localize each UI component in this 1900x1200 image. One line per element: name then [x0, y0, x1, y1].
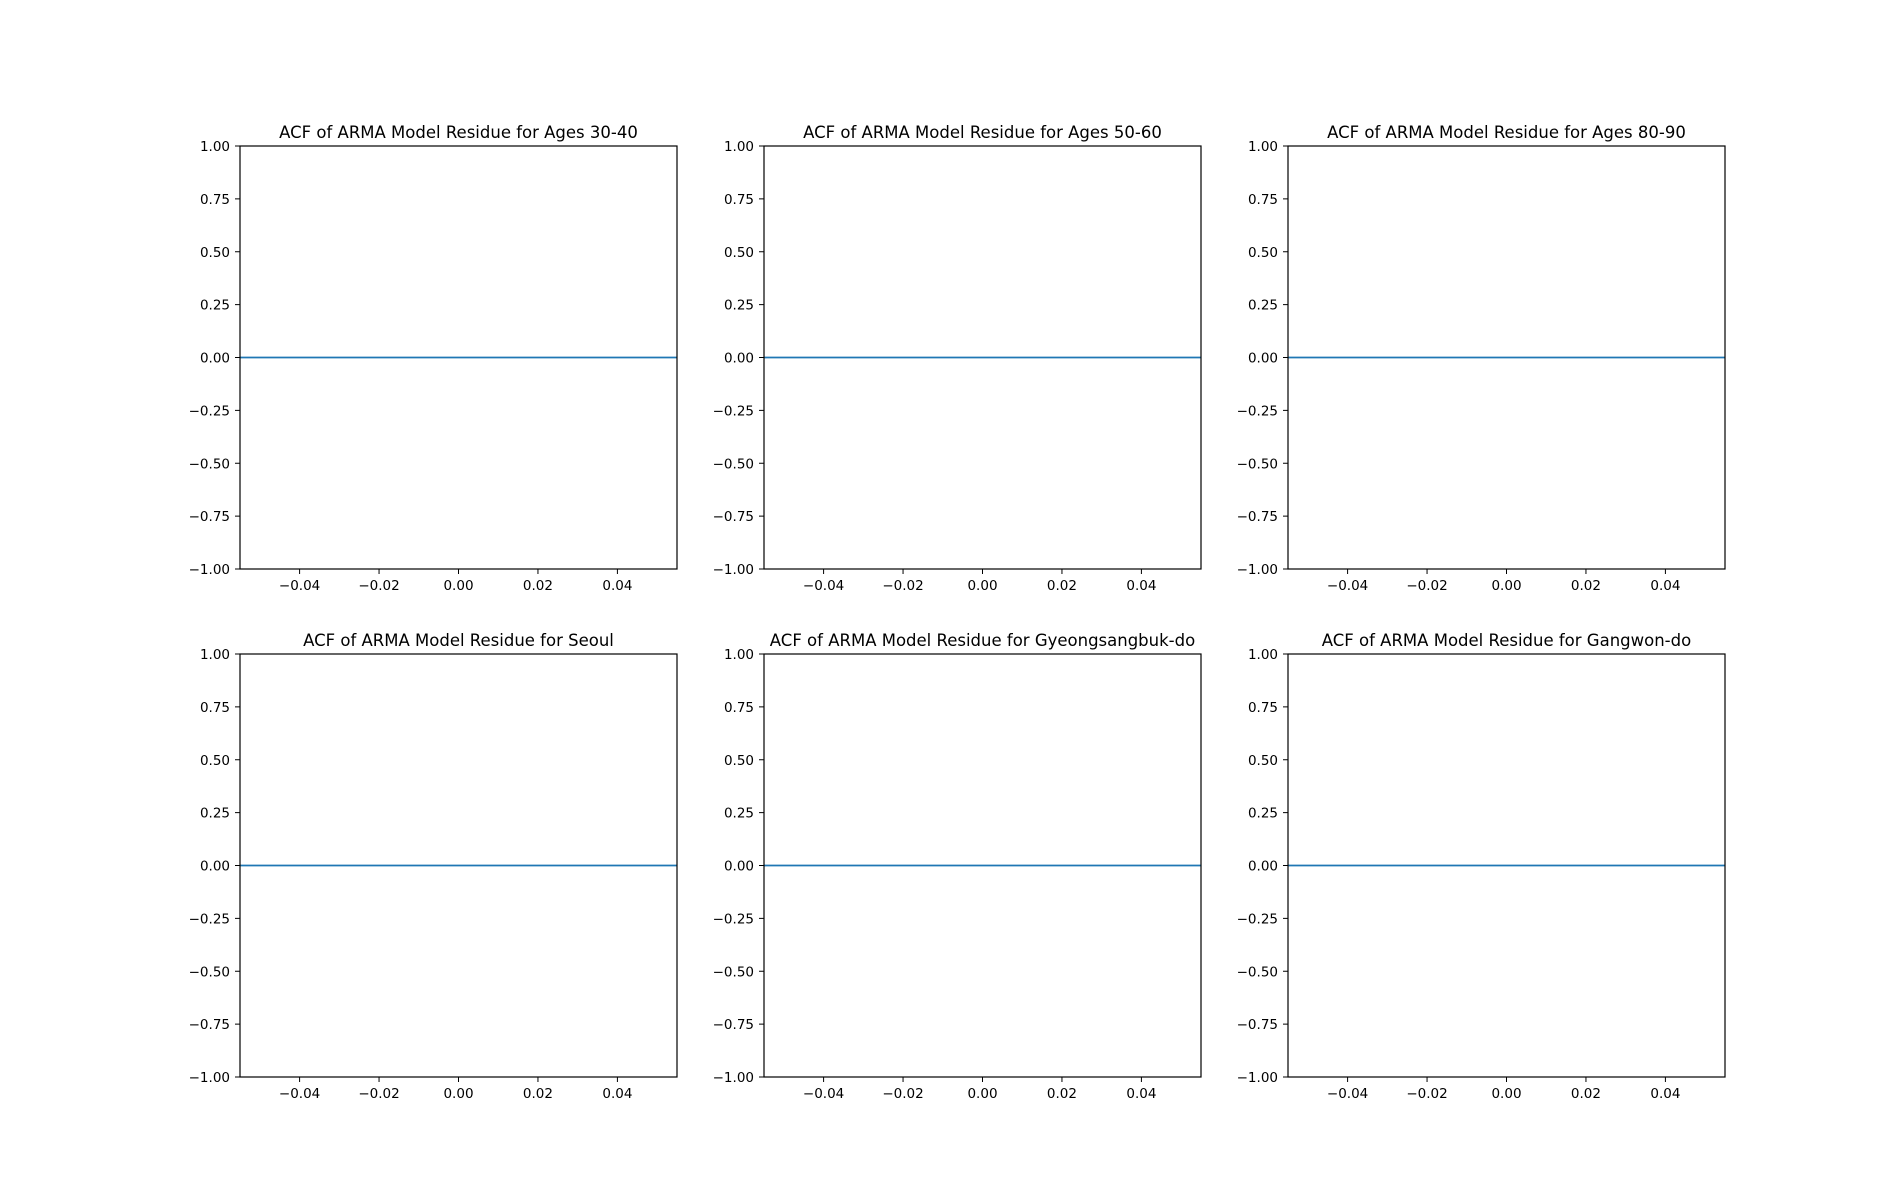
- subplot-title: ACF of ARMA Model Residue for Ages 50-60: [803, 123, 1162, 142]
- x-tick-label: −0.04: [803, 578, 844, 594]
- y-tick-label: 0.50: [724, 245, 754, 261]
- x-tick-label: −0.04: [1327, 578, 1368, 594]
- x-tick-label: 0.02: [523, 1086, 553, 1102]
- y-tick-label: 0.25: [1248, 298, 1278, 314]
- subplot-title: ACF of ARMA Model Residue for Ages 30-40: [279, 123, 638, 142]
- y-tick-label: −1.00: [189, 1070, 230, 1086]
- x-tick-label: 0.04: [1650, 578, 1680, 594]
- y-tick-label: −1.00: [1237, 1070, 1278, 1086]
- y-tick-label: 0.00: [1248, 859, 1278, 875]
- y-tick-label: 0.50: [200, 753, 230, 769]
- y-tick-label: 0.25: [1248, 806, 1278, 822]
- y-tick-label: 1.00: [200, 139, 230, 155]
- x-tick-label: −0.02: [882, 578, 923, 594]
- x-tick-label: −0.02: [1406, 578, 1447, 594]
- y-tick-label: 0.00: [200, 351, 230, 367]
- y-tick-label: 0.25: [200, 806, 230, 822]
- y-tick-label: −0.25: [1237, 911, 1278, 927]
- y-tick-label: 0.25: [724, 298, 754, 314]
- y-tick-label: 0.00: [200, 859, 230, 875]
- y-tick-label: 1.00: [724, 647, 754, 663]
- y-tick-label: −0.50: [713, 964, 754, 980]
- y-tick-label: 0.75: [200, 192, 230, 208]
- y-tick-label: −0.25: [1237, 403, 1278, 419]
- subplot-title: ACF of ARMA Model Residue for Ages 80-90: [1327, 123, 1686, 142]
- y-tick-label: −0.25: [189, 403, 230, 419]
- x-tick-label: 0.04: [1126, 578, 1156, 594]
- y-tick-label: −1.00: [1237, 562, 1278, 578]
- subplot-1: ACF of ARMA Model Residue for Ages 30-40…: [189, 123, 678, 594]
- y-tick-label: −0.75: [189, 1017, 230, 1033]
- x-tick-label: −0.02: [358, 578, 399, 594]
- x-tick-label: −0.04: [803, 1086, 844, 1102]
- x-tick-label: 0.02: [1047, 578, 1077, 594]
- x-tick-label: −0.04: [1327, 1086, 1368, 1102]
- y-tick-label: 0.50: [1248, 245, 1278, 261]
- x-tick-label: 0.00: [967, 578, 997, 594]
- subplot-3: ACF of ARMA Model Residue for Ages 80-90…: [1237, 123, 1726, 594]
- x-tick-label: 0.04: [1126, 1086, 1156, 1102]
- y-tick-label: 1.00: [1248, 647, 1278, 663]
- x-tick-label: 0.02: [1047, 1086, 1077, 1102]
- y-tick-label: 0.25: [724, 806, 754, 822]
- x-tick-label: 0.02: [1571, 1086, 1601, 1102]
- y-tick-label: −1.00: [189, 562, 230, 578]
- y-tick-label: −0.25: [189, 911, 230, 927]
- y-tick-label: 0.75: [724, 192, 754, 208]
- y-tick-label: 0.50: [724, 753, 754, 769]
- x-tick-label: −0.02: [1406, 1086, 1447, 1102]
- x-tick-label: −0.04: [279, 1086, 320, 1102]
- subplot-5: ACF of ARMA Model Residue for Gyeongsang…: [713, 631, 1202, 1102]
- x-tick-label: 0.02: [1571, 578, 1601, 594]
- x-tick-label: 0.02: [523, 578, 553, 594]
- y-tick-label: −0.50: [189, 964, 230, 980]
- x-tick-label: 0.00: [443, 578, 473, 594]
- subplot-2: ACF of ARMA Model Residue for Ages 50-60…: [713, 123, 1202, 594]
- x-tick-label: −0.02: [358, 1086, 399, 1102]
- y-tick-label: 1.00: [1248, 139, 1278, 155]
- x-tick-label: 0.00: [1491, 1086, 1521, 1102]
- y-tick-label: 0.75: [200, 700, 230, 716]
- y-tick-label: −0.50: [713, 456, 754, 472]
- y-tick-label: −0.75: [189, 509, 230, 525]
- y-tick-label: 1.00: [724, 139, 754, 155]
- y-tick-label: 0.50: [200, 245, 230, 261]
- y-tick-label: −1.00: [713, 562, 754, 578]
- x-tick-label: 0.00: [443, 1086, 473, 1102]
- y-tick-label: −0.75: [1237, 509, 1278, 525]
- y-tick-label: −0.75: [1237, 1017, 1278, 1033]
- x-tick-label: 0.04: [1650, 1086, 1680, 1102]
- y-tick-label: −0.25: [713, 403, 754, 419]
- subplot-title: ACF of ARMA Model Residue for Seoul: [303, 631, 614, 650]
- y-tick-label: 0.00: [724, 351, 754, 367]
- y-tick-label: 0.75: [1248, 700, 1278, 716]
- subplot-title: ACF of ARMA Model Residue for Gangwon-do: [1322, 631, 1691, 650]
- x-tick-label: −0.02: [882, 1086, 923, 1102]
- x-tick-label: 0.04: [602, 578, 632, 594]
- y-tick-label: −0.50: [189, 456, 230, 472]
- y-tick-label: −0.50: [1237, 456, 1278, 472]
- y-tick-label: 1.00: [200, 647, 230, 663]
- y-tick-label: −0.75: [713, 509, 754, 525]
- x-tick-label: 0.04: [602, 1086, 632, 1102]
- y-tick-label: −0.50: [1237, 964, 1278, 980]
- y-tick-label: −0.25: [713, 911, 754, 927]
- y-tick-label: −1.00: [713, 1070, 754, 1086]
- y-tick-label: 0.75: [1248, 192, 1278, 208]
- y-tick-label: 0.75: [724, 700, 754, 716]
- x-tick-label: 0.00: [1491, 578, 1521, 594]
- y-tick-label: 0.50: [1248, 753, 1278, 769]
- y-tick-label: −0.75: [713, 1017, 754, 1033]
- y-tick-label: 0.25: [200, 298, 230, 314]
- y-tick-label: 0.00: [724, 859, 754, 875]
- subplot-6: ACF of ARMA Model Residue for Gangwon-do…: [1237, 631, 1726, 1102]
- subplot-4: ACF of ARMA Model Residue for Seoul −0.04…: [189, 631, 678, 1102]
- x-tick-label: −0.04: [279, 578, 320, 594]
- x-tick-label: 0.00: [967, 1086, 997, 1102]
- y-tick-label: 0.00: [1248, 351, 1278, 367]
- subplot-title: ACF of ARMA Model Residue for Gyeongsang…: [770, 631, 1195, 650]
